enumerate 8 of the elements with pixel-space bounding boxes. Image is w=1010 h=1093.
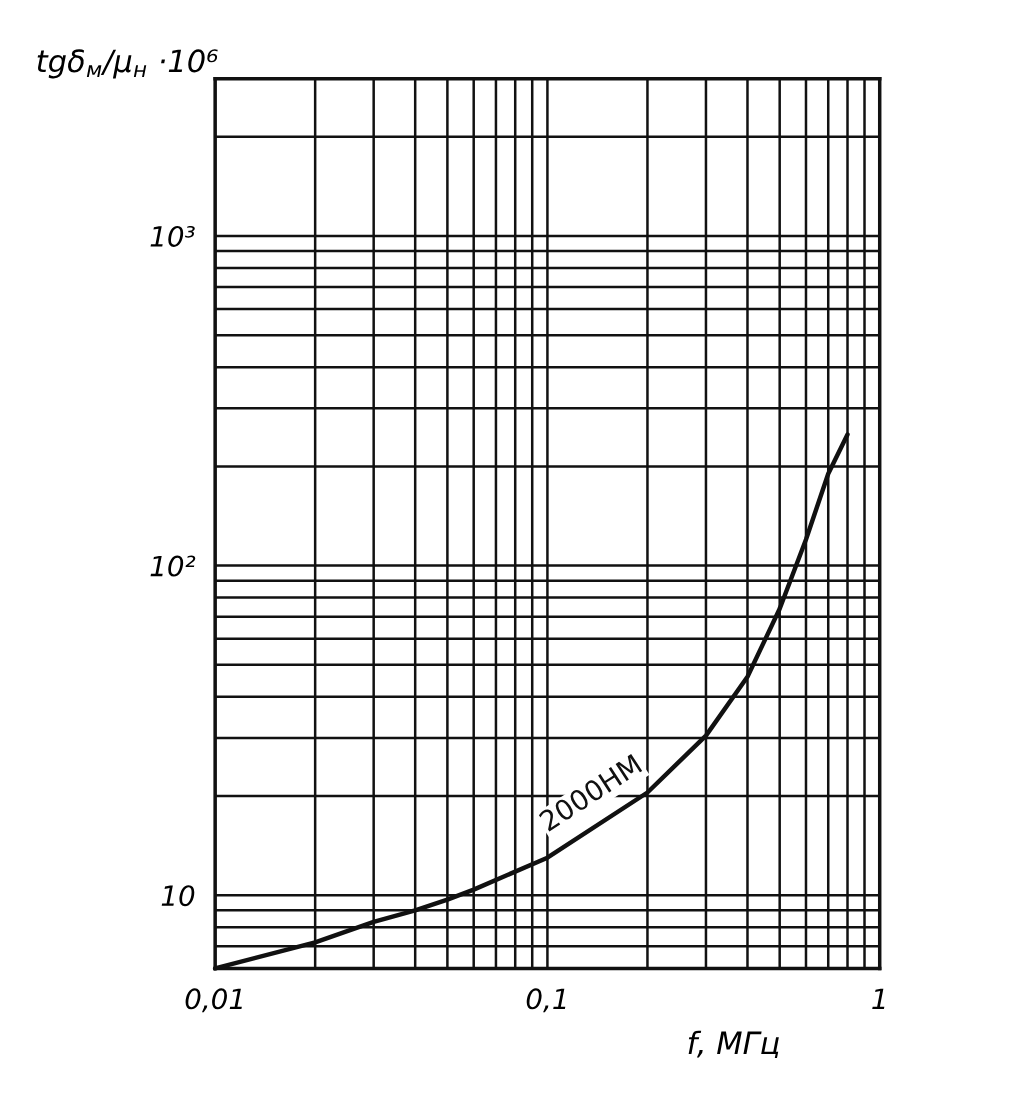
y-tick-label: 10²: [150, 555, 196, 577]
y-tick-label: 10³: [150, 225, 195, 247]
x-tick-label: 0,01: [185, 988, 242, 1013]
y-axis-title: tgδ$_{м}$/μ$_{н}$ ·10⁶: [37, 49, 218, 79]
y-tick-label: 10: [161, 885, 195, 907]
x-tick-label: 1: [872, 988, 885, 1009]
x-tick-label: 0,1: [526, 988, 566, 1013]
x-axis-title: f, МГц: [688, 1030, 779, 1059]
